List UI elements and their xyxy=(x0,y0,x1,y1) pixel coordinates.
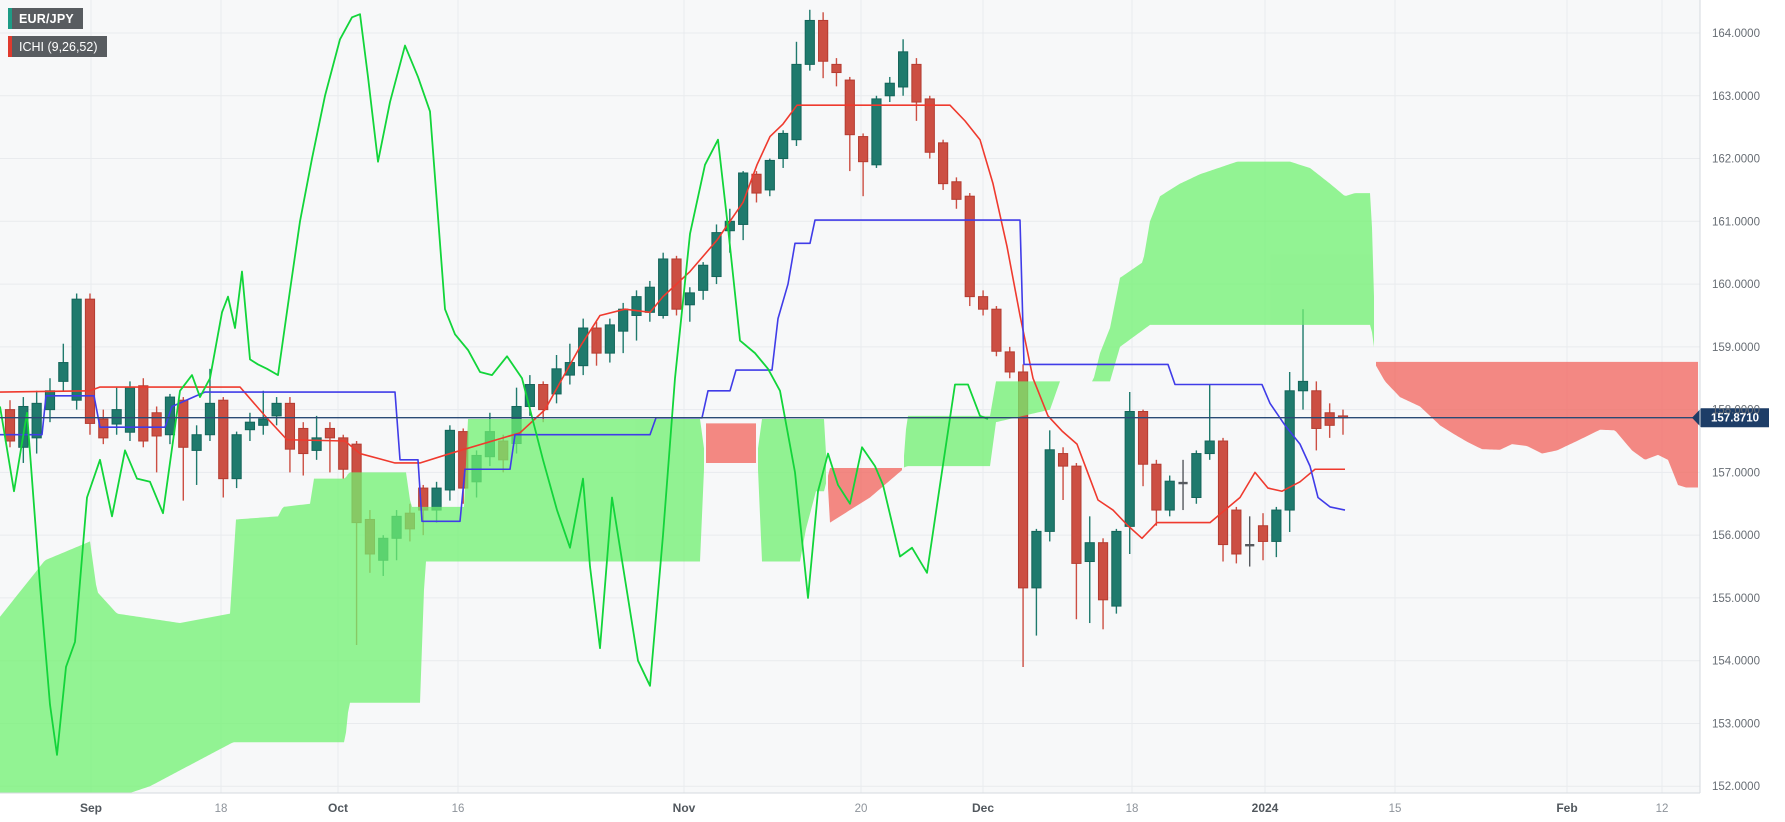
svg-text:Feb: Feb xyxy=(1556,801,1577,815)
indicator-lines xyxy=(0,13,1346,756)
svg-text:16: 16 xyxy=(452,803,465,815)
svg-text:157.0000: 157.0000 xyxy=(1712,467,1760,479)
svg-text:12: 12 xyxy=(1656,803,1669,815)
symbol-label: EUR/JPY xyxy=(19,11,74,26)
svg-text:153.0000: 153.0000 xyxy=(1712,718,1760,730)
ichimoku-cloud xyxy=(0,161,1698,793)
chikou-span-line xyxy=(0,13,989,756)
svg-text:2024: 2024 xyxy=(1252,801,1279,815)
svg-text:156.0000: 156.0000 xyxy=(1712,530,1760,542)
svg-text:Nov: Nov xyxy=(673,801,696,815)
svg-text:154.0000: 154.0000 xyxy=(1712,656,1760,668)
svg-text:161.0000: 161.0000 xyxy=(1712,216,1760,228)
svg-text:160.0000: 160.0000 xyxy=(1712,279,1760,291)
price-axis: 164.0000 163.0000 162.0000 161.0000 160.0000… xyxy=(1712,28,1760,793)
svg-text:20: 20 xyxy=(855,803,868,815)
svg-text:Sep: Sep xyxy=(80,801,102,815)
candles-layer xyxy=(4,9,1349,667)
svg-text:164.0000: 164.0000 xyxy=(1712,28,1760,40)
svg-text:18: 18 xyxy=(215,803,228,815)
svg-text:163.0000: 163.0000 xyxy=(1712,91,1760,103)
svg-text:155.0000: 155.0000 xyxy=(1712,593,1760,605)
svg-text:Oct: Oct xyxy=(328,801,348,815)
svg-text:159.0000: 159.0000 xyxy=(1712,342,1760,354)
symbol-stripe-icon xyxy=(8,8,12,29)
symbol-badge[interactable]: EUR/JPY xyxy=(8,8,83,29)
svg-text:15: 15 xyxy=(1389,803,1402,815)
svg-text:18: 18 xyxy=(1126,803,1139,815)
indicator-stripe-icon xyxy=(8,36,12,57)
time-axis: Sep 18 Oct 16 Nov 20 Dec 18 2024 15 Feb 12 xyxy=(80,801,1668,815)
svg-text:152.0000: 152.0000 xyxy=(1712,781,1760,793)
svg-text:Dec: Dec xyxy=(972,801,994,815)
indicator-label: ICHI (9,26,52) xyxy=(19,39,98,54)
kijun-sen-line xyxy=(0,219,1346,523)
svg-text:158.0000: 158.0000 xyxy=(1712,405,1760,417)
tenkan-sen-line xyxy=(0,104,1345,540)
current-price-tag: 157.8710 xyxy=(1692,408,1769,428)
svg-text:157.8710: 157.8710 xyxy=(1711,413,1759,425)
svg-text:162.0000: 162.0000 xyxy=(1712,154,1760,166)
indicator-badge[interactable]: ICHI (9,26,52) xyxy=(8,36,107,57)
